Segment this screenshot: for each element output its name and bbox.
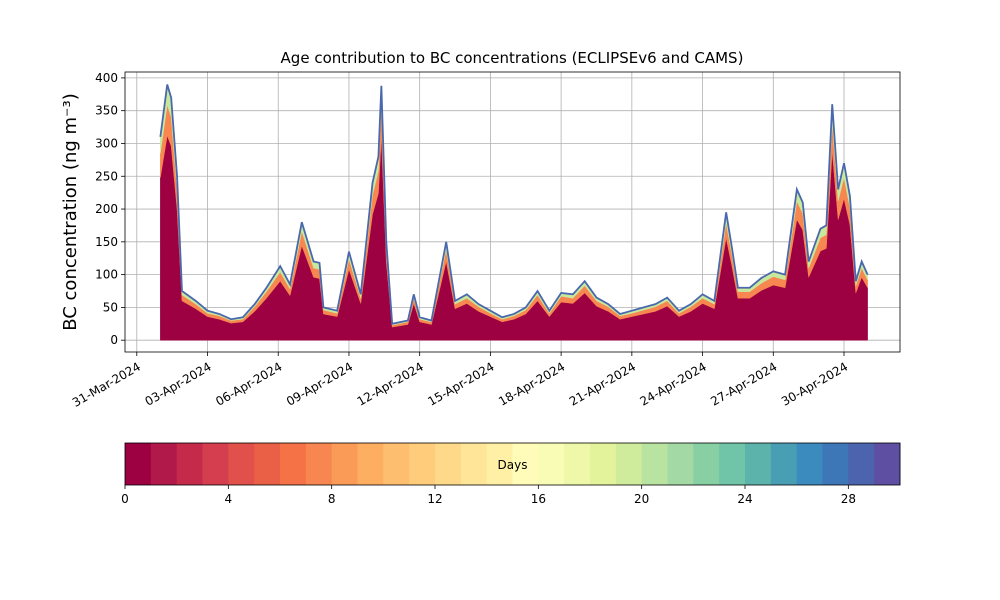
colorbar-cell bbox=[564, 443, 591, 485]
x-tick-label: 03-Apr-2024 bbox=[142, 360, 213, 409]
colorbar-frame bbox=[124, 442, 901, 486]
y-tick-label: 400 bbox=[95, 71, 118, 85]
colorbar-cell bbox=[435, 443, 462, 485]
colorbar-cell bbox=[538, 443, 565, 485]
colorbar-cell bbox=[383, 443, 410, 485]
colorbar-tick-label: 8 bbox=[328, 492, 336, 506]
x-tick-label: 12-Apr-2024 bbox=[355, 360, 426, 409]
colorbar-cell bbox=[254, 443, 281, 485]
x-tick-label: 24-Apr-2024 bbox=[638, 360, 709, 409]
colorbar-cell bbox=[512, 443, 539, 485]
y-tick-label: 200 bbox=[95, 202, 118, 216]
y-tick-label: 100 bbox=[95, 268, 118, 282]
colorbar-cell bbox=[486, 443, 513, 485]
colorbar-cell bbox=[848, 443, 875, 485]
area bbox=[160, 134, 868, 341]
colorbar-cell bbox=[409, 443, 436, 485]
colorbar-label: Days bbox=[498, 458, 528, 472]
colorbar-tick-label: 20 bbox=[634, 492, 649, 506]
y-axis-label: BC concentration (ng m⁻³) bbox=[60, 93, 81, 331]
x-tick-label: 27-Apr-2024 bbox=[708, 360, 779, 409]
colorbar-cell bbox=[590, 443, 617, 485]
x-tick-label: 15-Apr-2024 bbox=[425, 360, 496, 409]
colorbar-cell bbox=[719, 443, 746, 485]
colorbar-cell bbox=[228, 443, 255, 485]
x-tick-label: 06-Apr-2024 bbox=[213, 360, 284, 409]
colorbar-cell bbox=[331, 443, 358, 485]
edge-line bbox=[159, 84, 869, 325]
colorbar-tick-label: 12 bbox=[427, 492, 442, 506]
y-tick-label: 250 bbox=[95, 169, 118, 183]
colorbar-tick-label: 24 bbox=[737, 492, 752, 506]
colorbar-cell bbox=[770, 443, 798, 485]
colorbar-cell bbox=[693, 443, 720, 485]
plot-frame bbox=[124, 71, 901, 353]
colorbar-cell bbox=[874, 443, 901, 485]
colorbar-tick-label: 28 bbox=[841, 492, 856, 506]
colorbar-cell bbox=[202, 443, 229, 485]
colorbar-cell bbox=[280, 443, 307, 485]
colorbar-cell bbox=[641, 443, 668, 485]
x-tick-label: 31-Mar-2024 bbox=[70, 360, 143, 410]
y-tick-label: 300 bbox=[95, 136, 118, 150]
y-tick-label: 350 bbox=[95, 104, 118, 118]
x-tick-label: 18-Apr-2024 bbox=[496, 360, 567, 409]
colorbar-cell bbox=[305, 443, 333, 485]
colorbar-cell bbox=[460, 443, 488, 485]
y-tick-label: 150 bbox=[95, 235, 118, 249]
x-tick-label: 30-Apr-2024 bbox=[779, 360, 850, 409]
x-tick-label: 09-Apr-2024 bbox=[284, 360, 355, 409]
y-tick-label: 0 bbox=[110, 333, 118, 347]
colorbar-cell bbox=[745, 443, 772, 485]
colorbar-cell bbox=[615, 443, 643, 485]
colorbar-tick-label: 16 bbox=[531, 492, 546, 506]
chart-title: Age contribution to BC concentrations (E… bbox=[281, 49, 744, 67]
colorbar-cell bbox=[667, 443, 694, 485]
colorbar-cell bbox=[150, 443, 178, 485]
colorbar-tick-label: 0 bbox=[121, 492, 129, 506]
colorbar-cell bbox=[822, 443, 849, 485]
colorbar-tick-label: 4 bbox=[225, 492, 233, 506]
x-tick-label: 21-Apr-2024 bbox=[567, 360, 638, 409]
colorbar-cell bbox=[176, 443, 203, 485]
colorbar-cell bbox=[125, 443, 152, 485]
colorbar-cell bbox=[357, 443, 384, 485]
colorbar-cell bbox=[796, 443, 823, 485]
y-tick-label: 50 bbox=[103, 300, 118, 314]
